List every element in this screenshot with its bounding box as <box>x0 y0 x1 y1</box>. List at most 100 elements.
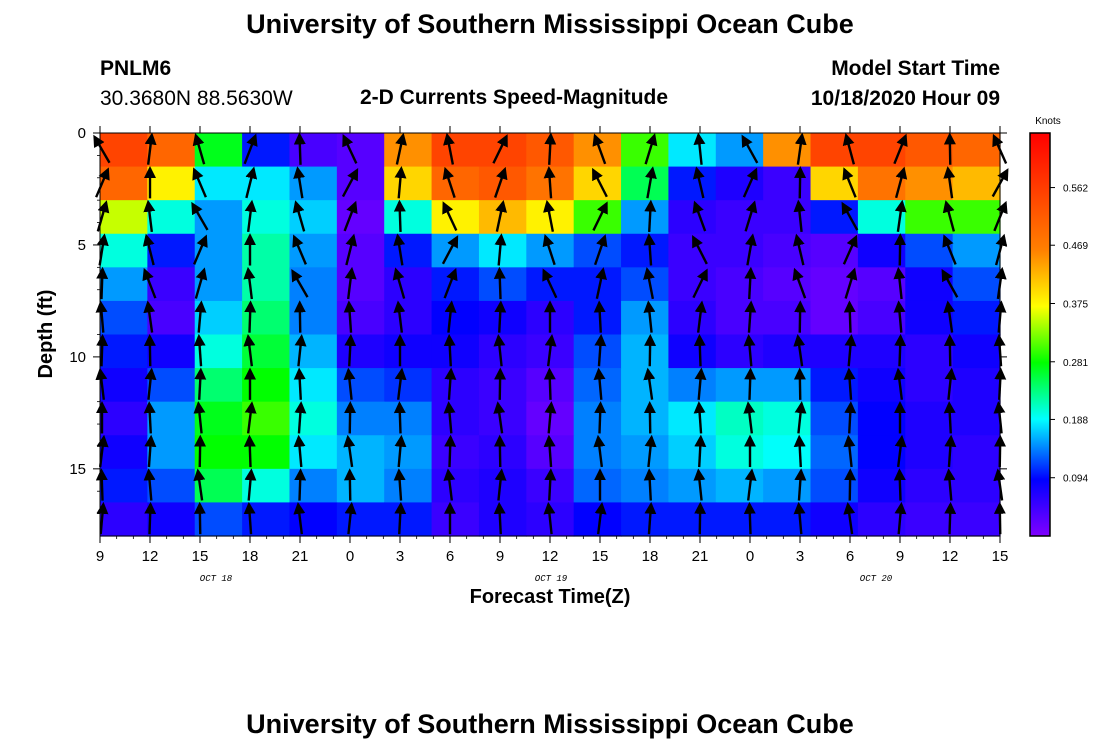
vector-arrow <box>943 333 956 367</box>
vector-arrow <box>95 367 108 400</box>
vector-arrow <box>741 134 759 164</box>
heatmap-cell <box>905 502 954 537</box>
vector-arrow <box>443 468 456 501</box>
x-tick-label: 0 <box>346 548 354 565</box>
y-axis: 0 5 10 15 <box>69 125 1007 515</box>
vector-arrow <box>95 300 108 333</box>
vector-arrow <box>393 401 406 434</box>
vector-arrow <box>95 167 110 198</box>
vector-arrow <box>243 133 258 165</box>
heatmap-cell <box>715 166 764 201</box>
heatmap-cell <box>289 401 338 436</box>
vector-arrow <box>544 132 557 165</box>
heatmap-cell <box>668 401 717 436</box>
heatmap-cell <box>147 368 196 403</box>
heatmap-cell <box>715 233 764 268</box>
vector-arrow <box>894 166 908 199</box>
vector-arrow <box>244 468 257 501</box>
vector-arrow <box>194 300 207 333</box>
heatmap-cell <box>715 435 764 470</box>
vector-arrow <box>292 234 307 265</box>
vector-arrow <box>644 133 658 165</box>
heatmap-cell <box>952 502 1001 537</box>
colorbar-unit: Knots <box>1035 116 1061 127</box>
x-tick-label: 18 <box>242 548 259 565</box>
heatmap-cell <box>573 468 622 504</box>
current-vectors <box>93 132 1009 535</box>
vector-arrow <box>143 199 156 232</box>
vector-arrow <box>842 234 858 265</box>
vector-arrow <box>192 133 206 165</box>
vector-arrow <box>144 132 157 165</box>
heatmap-cell <box>621 233 670 268</box>
vector-arrow <box>493 266 506 300</box>
heatmap-cell <box>431 435 480 470</box>
vector-arrow <box>394 501 407 535</box>
heatmap-cell <box>100 502 148 537</box>
vector-arrow <box>844 267 858 299</box>
vector-arrow <box>194 267 208 299</box>
vector-arrow <box>543 367 556 400</box>
vector-arrow <box>944 501 957 535</box>
heatmap-cell <box>952 200 1001 235</box>
heatmap-cell <box>621 133 670 168</box>
vector-arrow <box>394 434 407 468</box>
x-tick-label: 9 <box>496 548 504 565</box>
heatmap-cell <box>289 468 338 504</box>
heatmap-cell <box>668 267 717 302</box>
vector-arrow <box>193 234 208 265</box>
heatmap-cell <box>478 368 527 403</box>
heatmap-cell <box>715 300 764 336</box>
heatmap-cell <box>431 401 480 436</box>
heatmap-cell <box>668 502 717 537</box>
colorbar-tick-label: 0.469 <box>1063 241 1088 252</box>
heatmap-cell <box>478 300 527 336</box>
vector-arrow <box>293 434 306 468</box>
vector-arrow <box>793 367 806 400</box>
heatmap-cell <box>952 435 1001 470</box>
x-tick-label: 0 <box>746 548 754 565</box>
heatmap-cell <box>289 267 338 302</box>
heatmap-cell <box>384 502 433 537</box>
vector-arrow <box>943 132 956 165</box>
heatmap-cell <box>384 166 433 201</box>
vector-arrow <box>494 468 507 501</box>
vector-arrow <box>644 434 657 468</box>
vector-arrow <box>793 434 806 468</box>
vector-arrow <box>393 199 406 232</box>
chart-subtitle: 2-D Currents Speed-Magnitude <box>360 86 669 109</box>
vector-arrow <box>492 134 508 164</box>
vector-arrow <box>292 200 306 232</box>
vector-arrow <box>343 300 356 333</box>
heatmap-cell <box>573 233 622 268</box>
heatmap-cell <box>194 368 243 403</box>
heatmap-cell <box>478 133 527 168</box>
heatmap-cell <box>431 166 480 201</box>
vector-arrow <box>243 434 256 468</box>
heatmap-cell <box>573 166 622 201</box>
heatmap-cell <box>715 334 764 369</box>
vector-arrow <box>894 199 907 232</box>
heatmap-cell <box>621 401 670 436</box>
vector-arrow <box>143 468 156 501</box>
vector-arrow <box>294 468 307 501</box>
heatmap-cell <box>384 401 433 436</box>
heatmap-cell <box>147 166 196 201</box>
heatmap-cell <box>147 435 196 470</box>
heatmap-cell <box>194 267 243 302</box>
vector-arrow <box>193 333 206 367</box>
heatmap-cell <box>952 401 1001 436</box>
heatmap-cell <box>100 300 148 336</box>
vector-arrow <box>793 334 806 367</box>
heatmap-cell <box>194 133 243 168</box>
colorbar-tick-label: 0.375 <box>1063 300 1088 311</box>
heatmap-cell <box>289 502 338 537</box>
colorbar: Knots 0.094 0.188 0.281 0.375 0.469 0.562 <box>1029 116 1088 537</box>
heatmap-cell <box>336 401 385 436</box>
vector-arrow <box>442 201 458 232</box>
x-tick-label: 6 <box>446 548 454 565</box>
vector-arrow <box>692 268 708 299</box>
vector-arrow <box>544 468 557 501</box>
colorbar-gradient <box>1029 132 1051 537</box>
vector-arrow <box>792 233 805 266</box>
